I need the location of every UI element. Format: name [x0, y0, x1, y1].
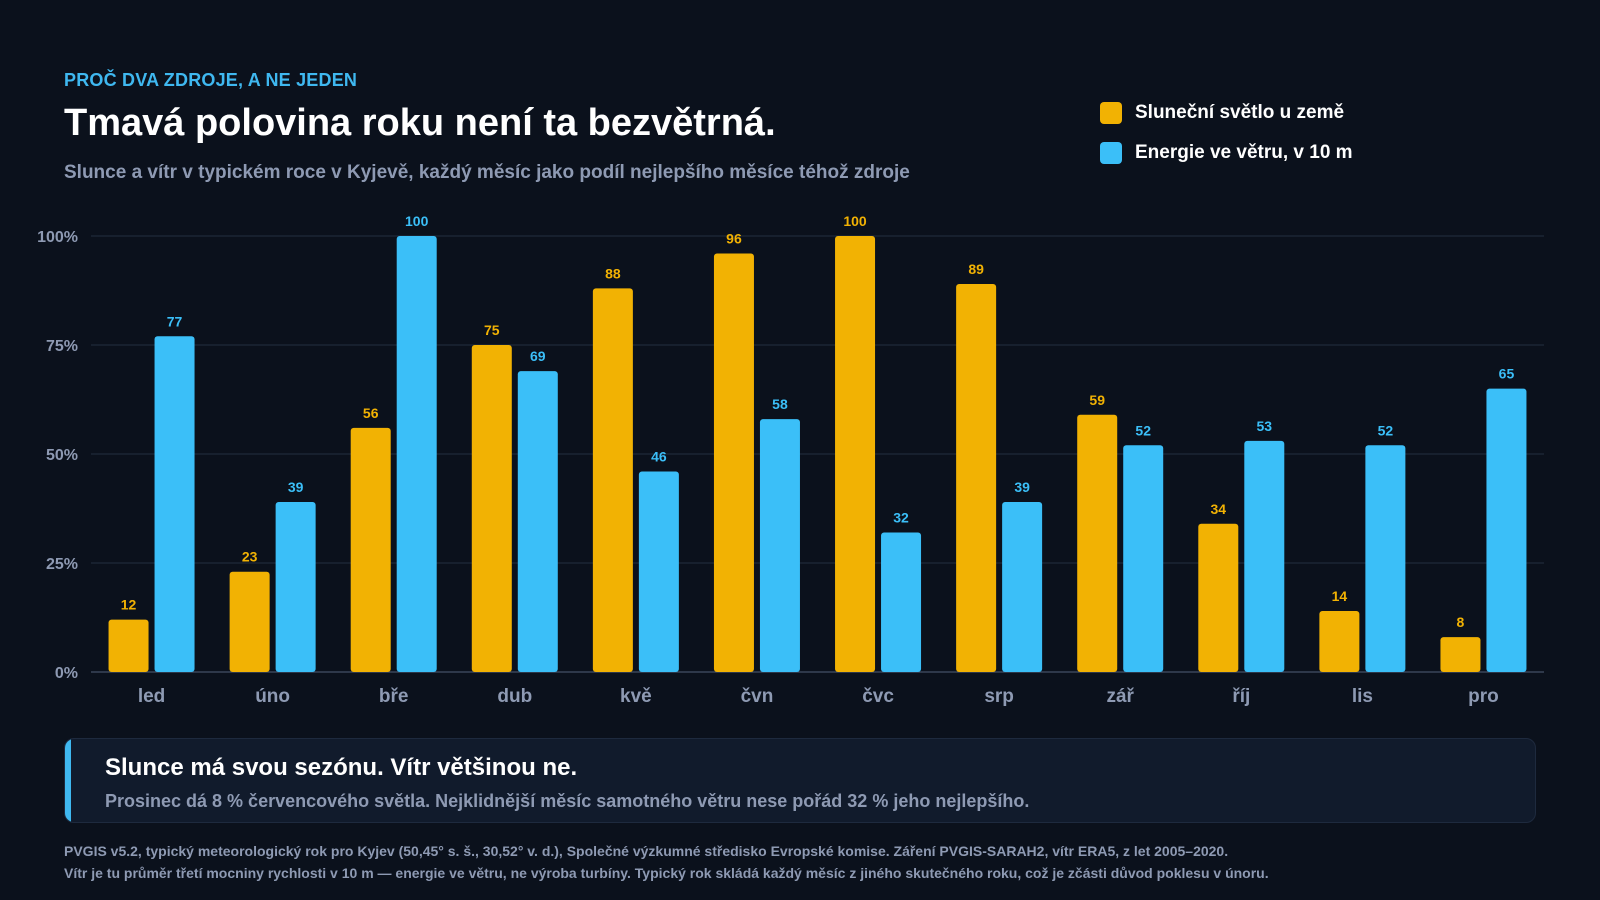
x-tick-label: kvě — [620, 686, 652, 707]
data-label-sun: 88 — [605, 265, 621, 281]
bar-sun — [1319, 610, 1360, 672]
y-tick-label: 50% — [46, 447, 78, 464]
data-label-wind: 52 — [1378, 422, 1394, 438]
data-label-sun: 23 — [242, 549, 258, 565]
bar-wind — [517, 371, 558, 672]
bar-sun — [713, 253, 754, 672]
bar-sun — [350, 427, 391, 672]
bar-wind — [881, 532, 922, 672]
eyebrow: PROČ DVA ZDROJE, A NE JEDEN — [64, 70, 358, 90]
x-tick-label: led — [138, 686, 165, 707]
data-label-wind: 52 — [1135, 422, 1151, 438]
legend-item-sun: Sluneční světlo u země — [1100, 101, 1353, 125]
data-label-wind: 69 — [530, 348, 546, 364]
data-label-sun: 12 — [121, 597, 137, 613]
data-label-sun: 56 — [363, 405, 379, 421]
legend-label-sun: Sluneční světlo u země — [1135, 102, 1345, 123]
bar-wind — [1002, 501, 1043, 672]
bar-sun — [592, 288, 633, 672]
data-label-wind: 39 — [1014, 479, 1030, 495]
data-label-wind: 53 — [1257, 418, 1273, 434]
x-tick-label: čvn — [741, 686, 774, 707]
bar-wind — [1244, 440, 1285, 672]
data-label-wind: 65 — [1499, 366, 1515, 382]
x-tick-label: dub — [497, 686, 532, 707]
bar-wind — [1365, 445, 1406, 672]
bar-wind — [638, 471, 679, 672]
data-label-wind: 77 — [167, 313, 183, 329]
y-tick-label: 0% — [55, 665, 78, 682]
data-label-wind: 32 — [893, 509, 909, 525]
x-tick-label: zář — [1106, 686, 1134, 707]
data-label-sun: 14 — [1332, 588, 1348, 604]
page-title: Tmavá polovina roku není ta bezvětrná. — [64, 102, 776, 144]
callout-title: Slunce má svou sezónu. Vítr většinou ne. — [105, 754, 578, 781]
y-tick-label: 75% — [46, 338, 78, 355]
footnote-method: Vítr je tu průměr třetí mocniny rychlost… — [64, 865, 1269, 881]
x-tick-label: lis — [1352, 686, 1373, 707]
data-label-sun: 100 — [843, 213, 867, 229]
bar-wind — [1123, 445, 1164, 672]
data-label-wind: 58 — [772, 396, 788, 412]
data-label-sun: 8 — [1457, 614, 1465, 630]
callout-accent-bar — [65, 739, 71, 822]
bar-sun — [835, 236, 876, 672]
x-tick-label: pro — [1468, 686, 1499, 707]
bar-chart: 0% 25% 50% 75% 100% 12 77 led 23 39 úno 56 100 bře 75 6… — [37, 213, 1544, 707]
data-label-sun: 96 — [726, 230, 742, 246]
legend-swatch-sun — [1100, 102, 1122, 124]
callout-box: Slunce má svou sezónu. Vítr většinou ne.… — [64, 738, 1536, 823]
bar-sun — [956, 283, 997, 672]
legend: Sluneční světlo u země Energie ve větru,… — [1100, 101, 1353, 181]
legend-item-wind: Energie ve větru, v 10 m — [1100, 141, 1353, 165]
subtitle: Slunce a vítr v typickém roce v Kyjevě, … — [64, 162, 910, 183]
x-tick-label: srp — [984, 686, 1014, 707]
bar-sun — [471, 345, 512, 672]
y-tick-label: 100% — [37, 229, 78, 246]
legend-swatch-wind — [1100, 142, 1122, 164]
data-label-wind: 100 — [405, 213, 429, 229]
data-label-sun: 34 — [1211, 501, 1227, 517]
bar-wind — [154, 336, 195, 672]
x-tick-label: čvc — [862, 686, 894, 707]
bar-wind — [759, 419, 800, 672]
bar-wind — [396, 236, 437, 672]
data-label-sun: 75 — [484, 322, 500, 338]
bar-wind — [275, 501, 316, 672]
bar-sun — [108, 619, 149, 672]
bar-sun — [1440, 637, 1481, 672]
data-label-wind: 46 — [651, 448, 667, 464]
data-label-sun: 89 — [968, 261, 984, 277]
x-tick-label: úno — [255, 686, 290, 707]
bar-sun — [1077, 414, 1118, 672]
data-label-sun: 59 — [1089, 392, 1105, 408]
x-tick-label: říj — [1232, 686, 1250, 707]
legend-label-wind: Energie ve větru, v 10 m — [1135, 142, 1353, 163]
bar-sun — [1198, 523, 1239, 672]
x-tick-label: bře — [379, 686, 409, 707]
data-label-wind: 39 — [288, 479, 304, 495]
footnote-source: PVGIS v5.2, typický meteorologický rok p… — [64, 843, 1229, 859]
callout-text: Prosinec dá 8 % červencového světla. Nej… — [105, 791, 1030, 811]
bar-sun — [229, 571, 270, 672]
bar-wind — [1486, 388, 1527, 672]
y-tick-label: 25% — [46, 556, 78, 573]
